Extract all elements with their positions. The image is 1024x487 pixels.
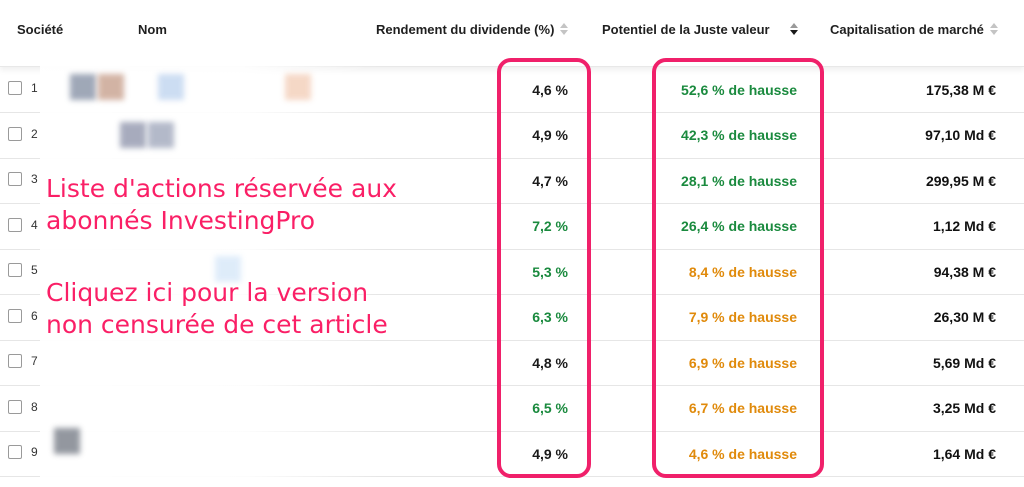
column-header-dividend-yield[interactable]: Rendement du dividende (%)	[376, 0, 569, 58]
dividend-yield-cell: 4,9 %	[532, 127, 568, 143]
dividend-yield-cell: 6,5 %	[532, 400, 568, 416]
table-row[interactable]: 1 4,6 % 52,6 % de hausse 175,38 M €	[0, 67, 1024, 113]
table-header: Société Nom Rendement du dividende (%) P…	[0, 0, 1024, 67]
row-number: 3	[31, 172, 38, 186]
table-row[interactable]: 7 4,8 % 6,9 % de hausse 5,69 Md €	[0, 340, 1024, 386]
promo-link-line-1[interactable]: Cliquez ici pour la version	[46, 278, 369, 307]
row-checkbox[interactable]	[8, 126, 22, 141]
dividend-yield-cell: 7,2 %	[532, 218, 568, 234]
blurred-logo	[148, 122, 174, 148]
market-cap-cell: 175,38 M €	[925, 81, 996, 98]
market-cap-cell: 5,69 Md €	[932, 354, 996, 371]
market-cap-cell: 97,10 Md €	[925, 127, 996, 143]
blurred-logo	[285, 74, 311, 100]
table-row[interactable]: 6 6,3 % 7,9 % de hausse 26,30 M €	[0, 295, 1024, 341]
row-checkbox[interactable]	[8, 308, 22, 323]
row-checkbox[interactable]	[8, 81, 22, 95]
row-checkbox[interactable]	[8, 217, 22, 232]
table-row[interactable]: 5 5,3 % 8,4 % de hausse 94,38 M €	[0, 249, 1024, 295]
column-header-company-label: Société	[17, 21, 64, 37]
dividend-yield-cell: 4,9 %	[532, 445, 568, 462]
row-checkbox[interactable]	[8, 263, 22, 277]
column-header-fair-value-label: Potentiel de la Juste valeur	[602, 21, 770, 37]
market-cap-cell: 299,95 M €	[925, 172, 996, 189]
column-header-fair-value[interactable]: Potentiel de la Juste valeur	[602, 0, 798, 58]
row-number: 7	[31, 354, 38, 368]
sort-descending-icon[interactable]	[789, 23, 798, 35]
fair-value-upside-cell: 42,3 % de hausse	[681, 127, 797, 143]
column-header-name-label: Nom	[138, 21, 167, 37]
fair-value-upside-cell: 28,1 % de hausse	[681, 172, 797, 189]
column-header-market-cap[interactable]: Capitalisation de marché	[830, 0, 998, 58]
table-row[interactable]: 2 4,9 % 42,3 % de hausse 97,10 Md €	[0, 113, 1024, 159]
dividend-yield-cell: 6,3 %	[532, 309, 568, 325]
fair-value-upside-cell: 26,4 % de hausse	[681, 218, 797, 234]
row-checkbox[interactable]	[8, 354, 22, 368]
fair-value-upside-cell: 4,6 % de hausse	[688, 445, 797, 462]
row-number: 9	[31, 445, 38, 459]
blurred-logo	[120, 122, 146, 148]
blurred-logo	[98, 74, 124, 100]
row-number: 4	[31, 217, 38, 232]
table-row[interactable]: 3 4,7 % 28,1 % de hausse 299,95 M €	[0, 158, 1024, 204]
row-number: 2	[31, 126, 38, 141]
fair-value-upside-cell: 7,9 % de hausse	[688, 309, 797, 325]
censored-company-area	[40, 60, 380, 487]
dividend-column-highlight	[497, 58, 591, 478]
dividend-yield-cell: 4,7 %	[532, 172, 568, 189]
market-cap-cell: 26,30 M €	[933, 309, 996, 325]
fair-value-column-highlight	[652, 58, 824, 478]
column-header-name[interactable]: Nom	[138, 0, 167, 58]
fair-value-upside-cell: 8,4 % de hausse	[688, 263, 797, 280]
promo-text-line-2[interactable]: abonnés InvestingPro	[46, 206, 316, 235]
row-number: 1	[31, 81, 38, 95]
fair-value-upside-cell: 6,7 % de hausse	[688, 400, 797, 416]
row-number: 6	[31, 308, 38, 323]
table-row[interactable]: 8 6,5 % 6,7 % de hausse 3,25 Md €	[0, 386, 1024, 432]
row-number: 5	[31, 263, 38, 277]
fair-value-upside-cell: 52,6 % de hausse	[681, 81, 797, 98]
table-row[interactable]: 4 7,2 % 26,4 % de hausse 1,12 Md €	[0, 204, 1024, 250]
column-header-dividend-yield-label: Rendement du dividende (%)	[376, 21, 555, 37]
row-checkbox[interactable]	[8, 445, 22, 459]
stock-screener-table: Société Nom Rendement du dividende (%) P…	[0, 0, 1024, 477]
dividend-yield-cell: 5,3 %	[532, 263, 568, 280]
blurred-logo	[54, 428, 80, 454]
promo-text-line-1[interactable]: Liste d'actions réservée aux	[46, 174, 397, 203]
dividend-yield-cell: 4,6 %	[532, 81, 568, 98]
sort-icon[interactable]	[989, 23, 998, 35]
market-cap-cell: 1,64 Md €	[932, 445, 996, 462]
market-cap-cell: 1,12 Md €	[932, 218, 996, 234]
row-number: 8	[31, 399, 38, 414]
promo-link-line-2[interactable]: non censurée de cet article	[46, 310, 388, 339]
blurred-logo	[215, 256, 241, 282]
sort-icon[interactable]	[560, 23, 569, 35]
column-header-market-cap-label: Capitalisation de marché	[830, 21, 984, 37]
dividend-yield-cell: 4,8 %	[532, 354, 568, 371]
row-checkbox[interactable]	[8, 172, 22, 186]
blurred-logo	[158, 74, 184, 100]
market-cap-cell: 94,38 M €	[933, 263, 996, 280]
column-header-company[interactable]: Société	[17, 0, 63, 58]
blurred-logo	[70, 74, 96, 100]
market-cap-cell: 3,25 Md €	[932, 400, 996, 416]
row-checkbox[interactable]	[8, 399, 22, 414]
fair-value-upside-cell: 6,9 % de hausse	[688, 354, 797, 371]
